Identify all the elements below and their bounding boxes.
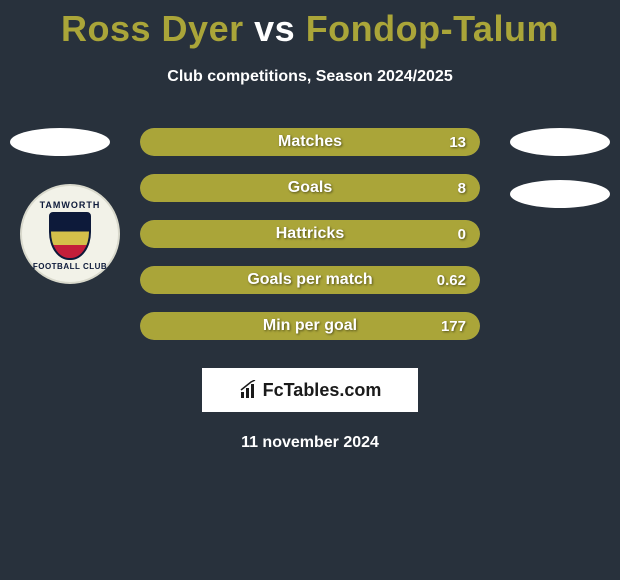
stat-bar-value: 8 <box>458 174 466 202</box>
stat-bar-row: Matches13 <box>140 128 480 156</box>
player1-club-crest: TAMWORTH FOOTBALL CLUB <box>20 184 120 284</box>
stat-bar-row: Min per goal177 <box>140 312 480 340</box>
crest-top-text: TAMWORTH <box>40 200 101 210</box>
source-logo-text: FcTables.com <box>263 380 382 401</box>
stat-bar-value: 13 <box>449 128 466 156</box>
stat-bars: Matches13 Goals8 Hattricks0 Goals per match… <box>140 128 480 340</box>
stat-bar-label: Matches <box>140 128 480 156</box>
player1-photo-placeholder <box>10 128 110 156</box>
crest-shield-icon <box>49 212 91 260</box>
player1-name: Ross Dyer <box>61 8 244 49</box>
player2-name: Fondop-Talum <box>306 8 559 49</box>
vs-text: vs <box>254 8 295 49</box>
stat-bar-row: Goals8 <box>140 174 480 202</box>
stat-bar-label: Hattricks <box>140 220 480 248</box>
stat-bar-value: 0.62 <box>437 266 466 294</box>
player2-club-placeholder <box>510 180 610 208</box>
snapshot-date: 11 november 2024 <box>0 434 620 452</box>
stat-bar-label: Goals per match <box>140 266 480 294</box>
stat-bar-row: Hattricks0 <box>140 220 480 248</box>
stat-bar-value: 177 <box>441 312 466 340</box>
page-title: Ross Dyer vs Fondop-Talum <box>0 0 620 50</box>
player2-photo-placeholder <box>510 128 610 156</box>
crest-bottom-text: FOOTBALL CLUB <box>33 262 107 271</box>
stat-bar-row: Goals per match0.62 <box>140 266 480 294</box>
stat-bar-value: 0 <box>458 220 466 248</box>
bar-chart-icon <box>239 380 259 400</box>
source-logo[interactable]: FcTables.com <box>202 368 418 412</box>
subtitle: Club competitions, Season 2024/2025 <box>0 68 620 86</box>
stat-bar-label: Min per goal <box>140 312 480 340</box>
stat-bar-label: Goals <box>140 174 480 202</box>
comparison-content: TAMWORTH FOOTBALL CLUB Matches13 Goals8 Ha… <box>0 128 620 340</box>
